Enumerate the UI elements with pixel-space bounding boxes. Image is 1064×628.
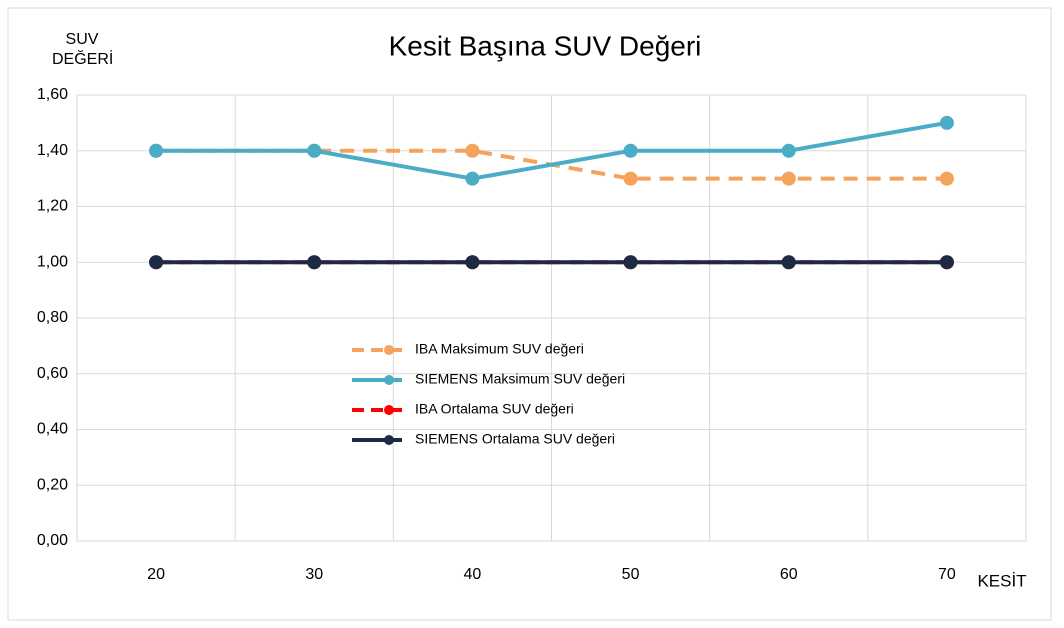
x-tick-label: 60: [780, 566, 798, 583]
point-marker: [939, 255, 954, 270]
y-tick-label: 0,00: [37, 532, 68, 549]
point-marker: [623, 171, 638, 186]
legend-label: IBA Maksimum SUV değeri: [415, 341, 584, 357]
legend-label: SIEMENS Ortalama SUV değeri: [415, 431, 615, 447]
y-tick-label: 1,20: [37, 198, 68, 215]
x-tick-label: 30: [305, 566, 323, 583]
point-marker: [781, 143, 796, 158]
y-tick-label: 1,60: [37, 86, 68, 103]
point-marker: [149, 143, 164, 158]
legend-marker: [384, 375, 394, 385]
legend-label: IBA Ortalama SUV değeri: [415, 401, 574, 417]
legend-label: SIEMENS Maksimum SUV değeri: [415, 371, 625, 387]
series-line: [156, 120, 948, 181]
x-axis-label: KESİT: [977, 571, 1026, 590]
y-tick-label: 1,40: [37, 142, 68, 159]
point-marker: [307, 143, 322, 158]
point-marker: [465, 143, 480, 158]
point-marker: [781, 255, 796, 270]
point-marker: [149, 255, 164, 270]
y-tick-label: 0,40: [37, 421, 68, 438]
point-marker: [939, 171, 954, 186]
y-axis-label: SUV DEĞERİ: [52, 31, 114, 68]
point-marker: [939, 115, 954, 130]
chart-frame: [7, 7, 1052, 621]
x-tick-label: 70: [938, 566, 956, 583]
legend-marker: [384, 435, 394, 445]
y-tick-label: 0,80: [37, 309, 68, 326]
x-tick-label: 20: [147, 566, 165, 583]
point-marker: [465, 255, 480, 270]
y-tick-label: 0,20: [37, 476, 68, 493]
x-tick-label: 40: [464, 566, 482, 583]
point-marker: [623, 255, 638, 270]
y-tick-label: 1,00: [37, 253, 68, 270]
legend-marker: [384, 345, 394, 355]
point-marker: [623, 143, 638, 158]
legend-marker: [384, 405, 394, 415]
chart-title: Kesit Başına SUV Değeri: [389, 30, 702, 61]
point-marker: [465, 171, 480, 186]
y-tick-label: 0,60: [37, 365, 68, 382]
point-marker: [307, 255, 322, 270]
point-marker: [781, 171, 796, 186]
x-tick-label: 50: [622, 566, 640, 583]
